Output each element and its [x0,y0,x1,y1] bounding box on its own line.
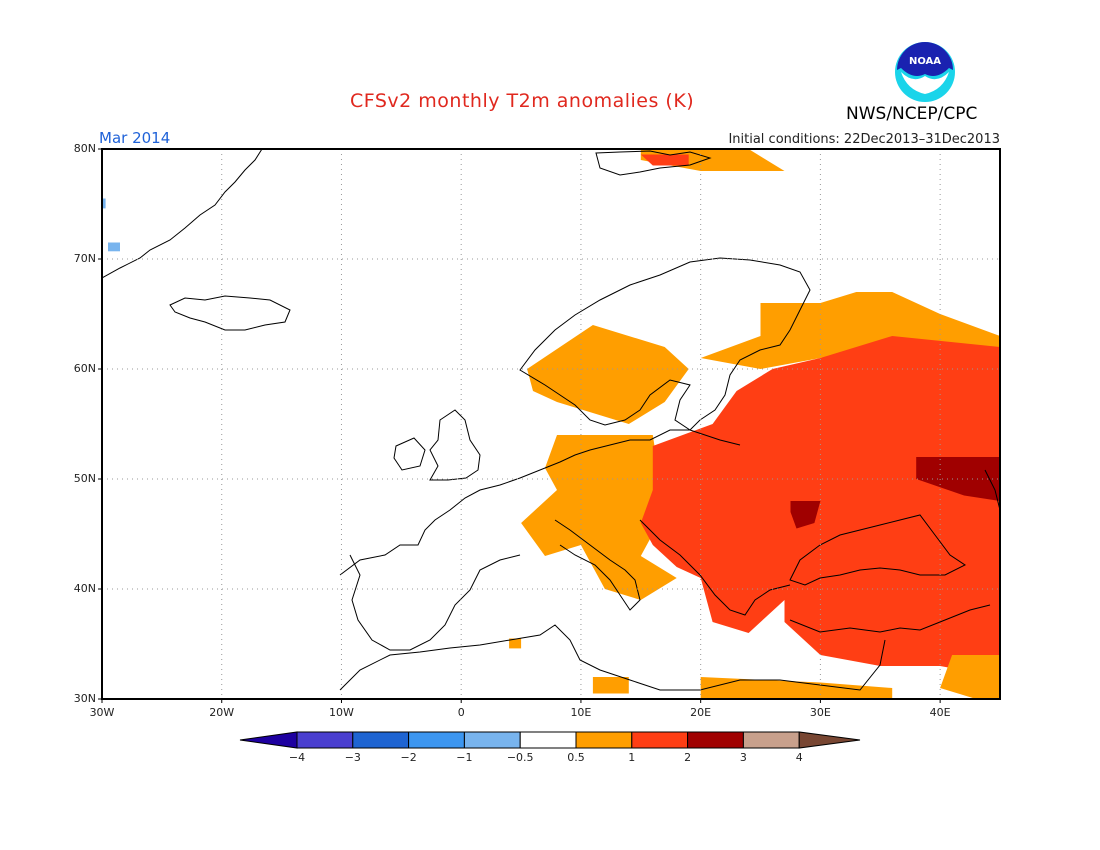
anomaly-region-11 [509,638,522,649]
anomaly-region-4 [521,435,677,600]
anomaly-region-3 [700,292,1000,369]
colorbar-label-9: 4 [795,751,803,764]
coast-balkans [639,519,791,616]
colorbar-label-4: −0.5 [506,751,534,764]
anomaly-region-5 [640,336,1000,677]
anomaly-region-12 [108,242,120,252]
coast-italy [554,519,641,611]
forecast-month: Mar 2014 [99,129,171,147]
colorbar-label-1: −3 [344,751,361,764]
coast-greenland [102,149,263,279]
colorbar-label-8: 3 [739,751,747,764]
anomaly-region-7 [790,501,821,529]
anomaly-region-8 [940,655,1000,699]
colorbar-swatch-7 [687,731,744,749]
anomaly-shading [102,149,1000,699]
coast-north-africa [339,624,886,691]
noaa-logo-text: NOAA [909,56,941,67]
x-tick-label-0: 30W [89,706,115,719]
coast-iceland [169,295,291,331]
coast-caspian [984,469,1000,511]
coast-europe [339,429,741,576]
initial-conditions: Initial conditions: 22Dec2013–31Dec2013 [728,132,1000,147]
colorbar-swatch-4 [519,731,577,749]
colorbar-low-arrow [239,731,298,749]
colorbar-swatch-0 [296,731,354,749]
y-tick-label-0: 80N [73,142,96,155]
coast-turkey [789,604,991,633]
anomaly-region-6 [916,457,1000,501]
colorbar-swatch-2 [408,731,465,749]
colorbar [239,731,861,749]
coastlines [102,149,1000,691]
y-tick-label-5: 30N [73,692,96,705]
x-tick-label-5: 20E [690,706,712,719]
colorbar-swatch-3 [463,731,521,749]
colorbar-swatch-1 [352,731,410,749]
x-tick-label-7: 40E [929,706,951,719]
colorbar-label-3: −1 [456,751,473,764]
y-tick-label-2: 60N [73,362,96,375]
anomaly-map [98,148,1001,703]
x-tick-label-3: 0 [457,706,465,719]
colorbar-label-2: −2 [400,751,417,764]
y-tick-label-1: 70N [73,252,96,265]
graticule [102,149,1000,699]
y-tick-label-3: 50N [73,472,96,485]
colorbar-label-7: 2 [684,751,692,764]
agency-label: NWS/NCEP/CPC [846,104,978,124]
x-tick-label-2: 10W [329,706,354,719]
colorbar-swatch-8 [742,731,800,749]
coast-iberia [349,554,521,651]
anomaly-region-1 [640,154,689,166]
coast-black-sea [789,514,966,586]
noaa-logo: NOAA [895,42,955,102]
coast-britain [429,409,481,481]
coast-svalbard [595,150,712,176]
map-frame [101,148,1001,700]
coast-ireland [393,437,426,471]
x-tick-label-4: 10E [570,706,592,719]
colorbar-label-0: −4 [288,751,306,764]
x-tick-label-6: 30E [809,706,831,719]
colorbar-label-6: 1 [628,751,636,764]
anomaly-region-10 [592,677,629,694]
anomaly-region-2 [527,325,689,424]
x-tick-label-1: 20W [209,706,235,719]
y-tick-label-4: 40N [73,582,96,595]
anomaly-region-9 [700,677,893,699]
colorbar-swatch-6 [631,731,689,749]
colorbar-label-5: 0.5 [567,751,585,764]
chart-title: CFSv2 monthly T2m anomalies (K) [350,90,695,112]
axis-ticks [98,148,941,703]
colorbar-swatch-5 [575,731,633,749]
coast-scandinavia [519,257,811,431]
colorbar-high-arrow [798,731,861,749]
